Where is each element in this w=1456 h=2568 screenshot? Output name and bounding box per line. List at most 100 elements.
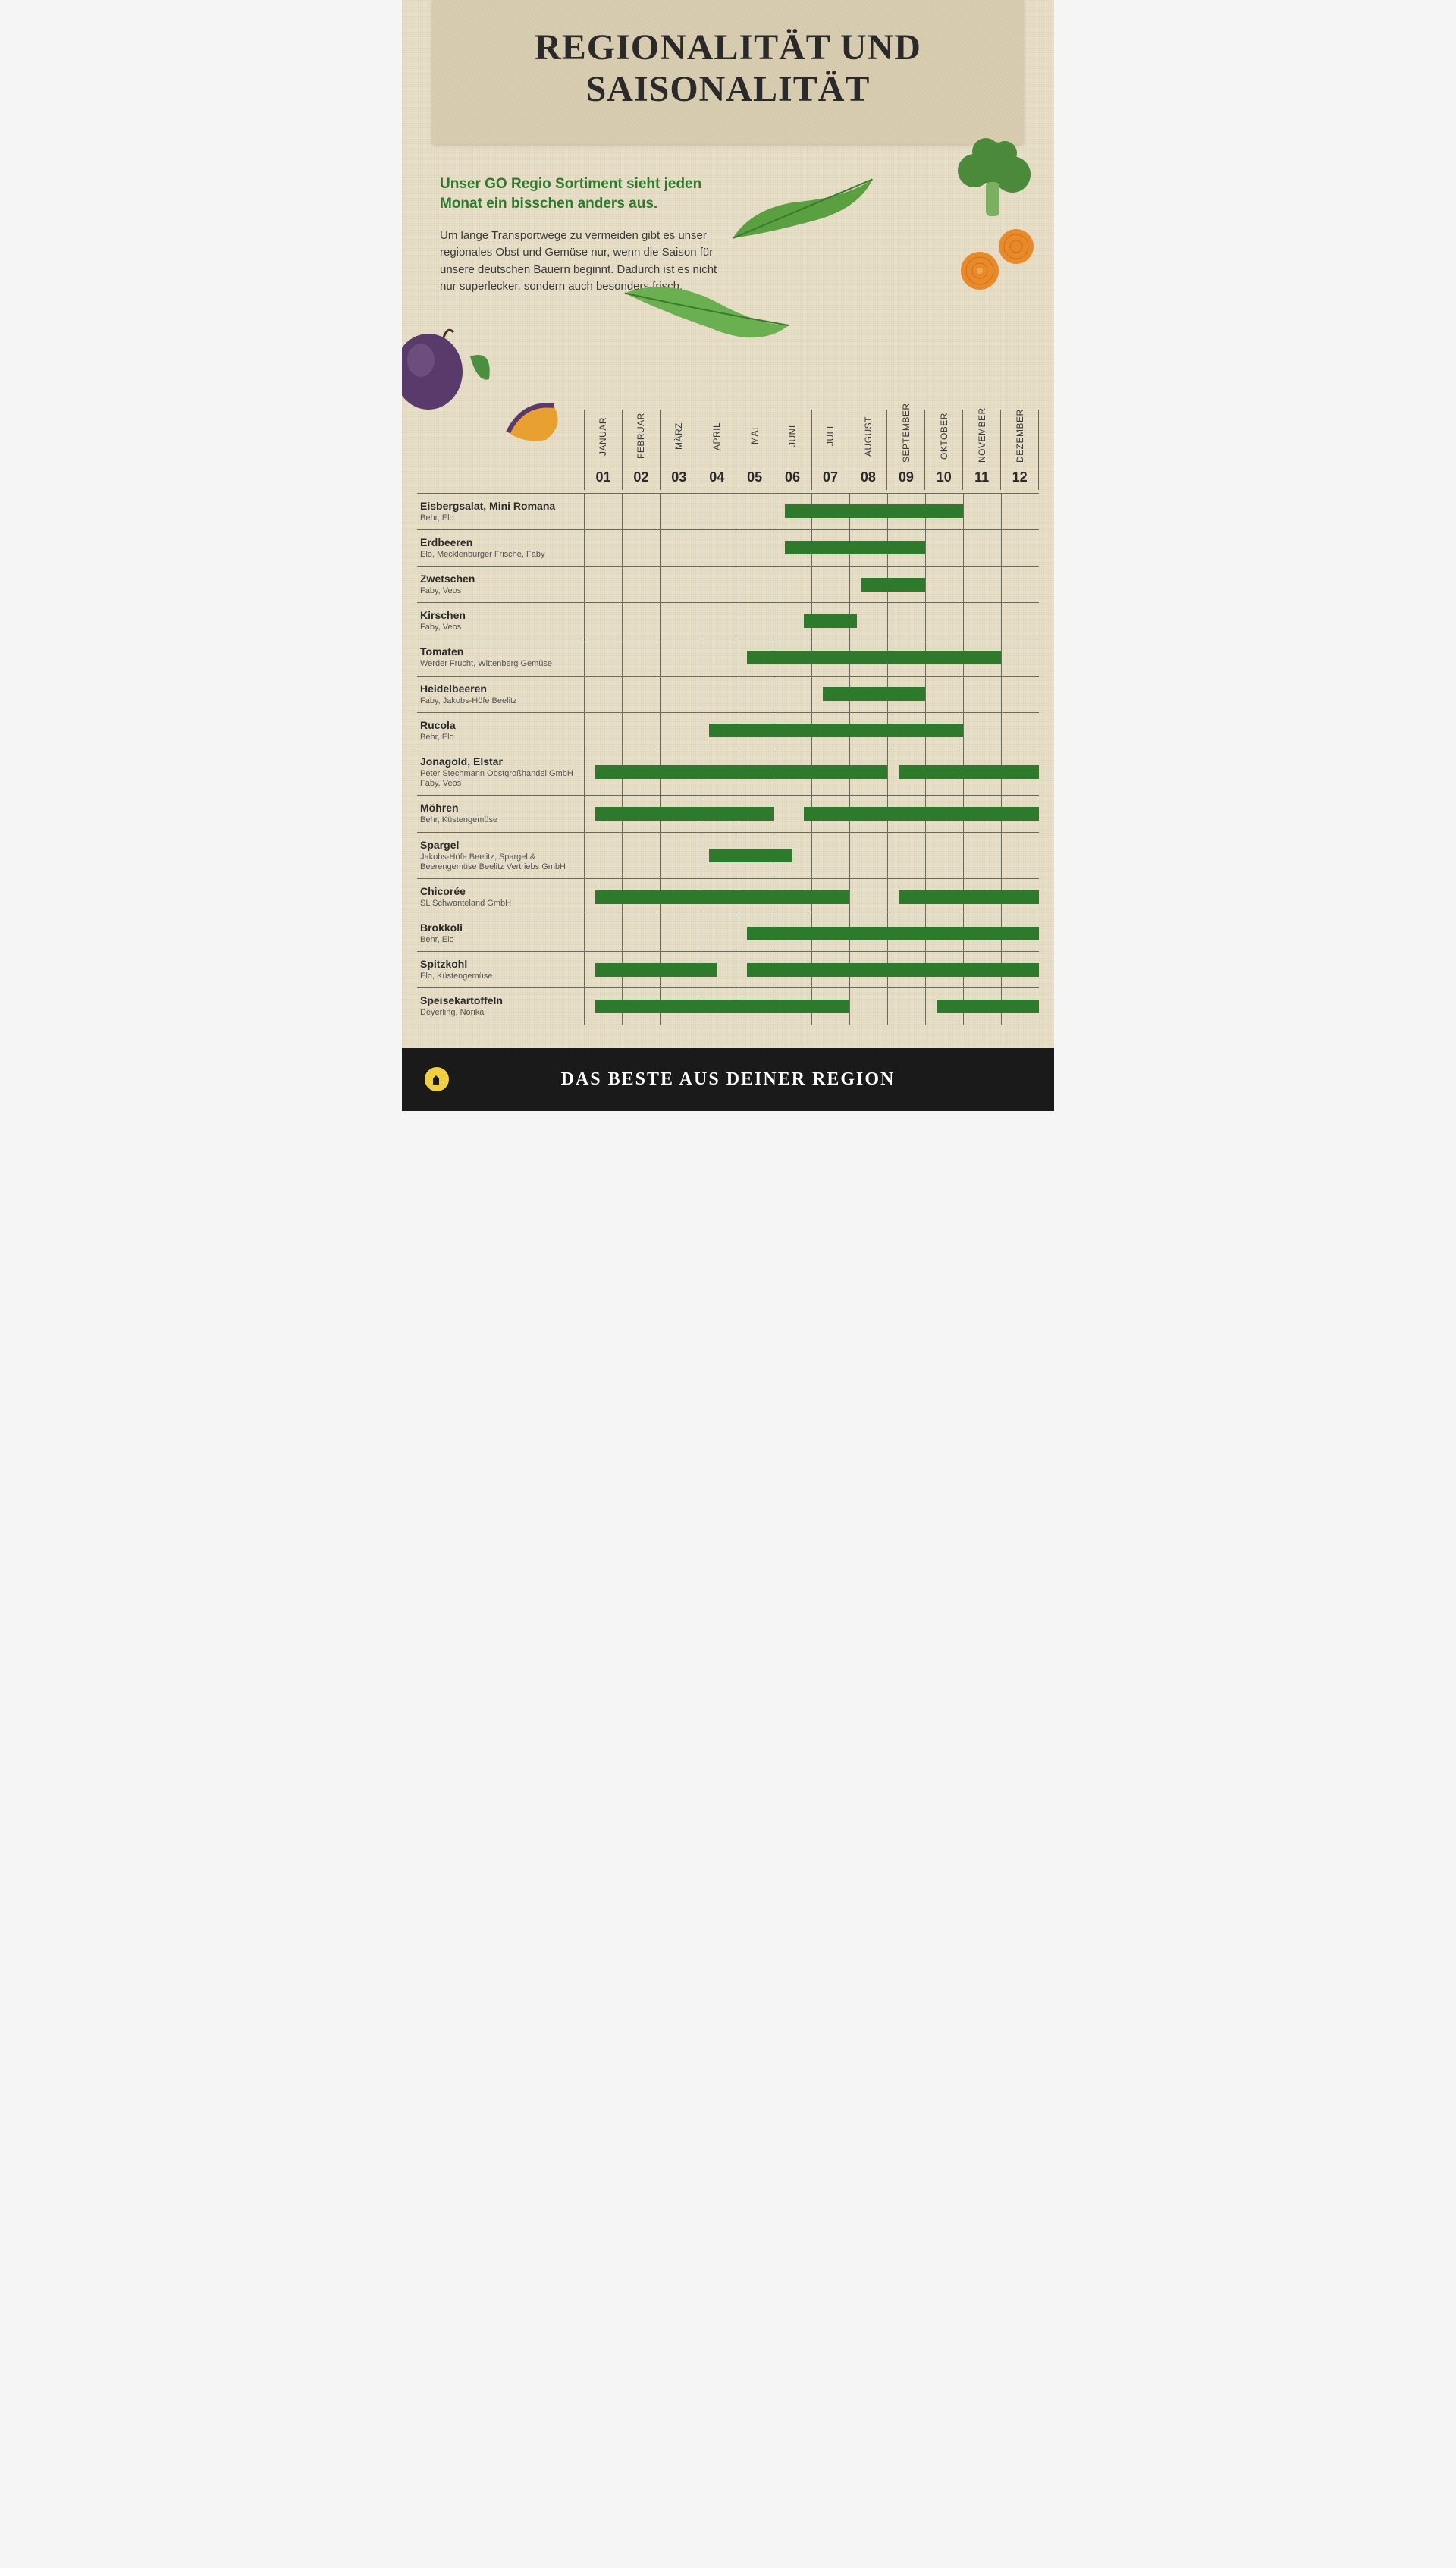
- footer: DAS BESTE AUS DEINER REGION: [402, 1048, 1054, 1111]
- chart-rows: Eisbergsalat, Mini RomanaBehr, EloErdbee…: [417, 493, 1039, 1025]
- chart-row: ZwetschenFaby, Veos: [417, 567, 1039, 603]
- chart-row: SpargelJakobs-Höfe Beelitz, Spargel & Be…: [417, 833, 1039, 879]
- season-bar: [709, 849, 792, 862]
- month-col: AUGUST 08: [849, 410, 886, 490]
- season-bar: [595, 1000, 849, 1013]
- month-number: 11: [963, 469, 1000, 485]
- supplier-name: SL Schwanteland GmbH: [420, 899, 576, 909]
- title-card: REGIONALITÄT UND SAISONALITÄT: [432, 0, 1024, 144]
- row-cells: [584, 713, 1039, 749]
- produce-name: Tomaten: [420, 645, 576, 658]
- month-col: SEPTEMBER09: [886, 410, 924, 490]
- season-bar: [747, 963, 1039, 977]
- row-cells: [584, 879, 1039, 915]
- row-label: ZwetschenFaby, Veos: [417, 567, 584, 602]
- produce-name: Jonagold, Elstar: [420, 755, 576, 768]
- supplier-name: Elo, Mecklenburger Frische, Faby: [420, 550, 576, 560]
- season-bar: [747, 651, 1001, 664]
- season-bar: [595, 807, 774, 821]
- season-bar: [899, 765, 1039, 779]
- month-number: 12: [1001, 469, 1038, 485]
- supplier-name: Elo, Küstengemüse: [420, 972, 576, 981]
- row-cells: [584, 833, 1039, 878]
- row-cells: [584, 530, 1039, 566]
- chart-row: MöhrenBehr, Küstengemüse: [417, 796, 1039, 832]
- supplier-name: Behr, Elo: [420, 935, 576, 945]
- month-name: JANUAR: [598, 410, 608, 463]
- row-cells: [584, 952, 1039, 987]
- month-name: AUGUST: [863, 410, 874, 463]
- row-label: Erdbeeren Elo, Mecklenburger Frische, Fab…: [417, 530, 584, 566]
- chart-row: Erdbeeren Elo, Mecklenburger Frische, Fab…: [417, 530, 1039, 567]
- season-bar: [861, 578, 925, 592]
- season-bar: [747, 927, 1039, 940]
- row-cells: [584, 603, 1039, 639]
- row-label: SpargelJakobs-Höfe Beelitz, Spargel & Be…: [417, 833, 584, 878]
- season-bar: [823, 687, 925, 701]
- month-name: APRIL: [711, 410, 722, 463]
- season-bar: [595, 890, 849, 904]
- month-name: SEPTEMBER: [901, 410, 912, 463]
- month-number: 08: [849, 469, 886, 485]
- supplier-name: Jakobs-Höfe Beelitz, Spargel & Beerengem…: [420, 852, 576, 872]
- row-cells: [584, 796, 1039, 831]
- produce-name: Erdbeeren: [420, 536, 576, 548]
- season-bar: [595, 963, 717, 977]
- supplier-name: Faby, Jakobs-Höfe Beelitz: [420, 696, 576, 706]
- row-label: Kirschen Faby, Veos: [417, 603, 584, 639]
- chart-row: Spitzkohl Elo, Küstengemüse: [417, 952, 1039, 988]
- month-number: 03: [661, 469, 698, 485]
- page: REGIONALITÄT UND SAISONALITÄT Unser GO R…: [402, 0, 1054, 1111]
- broccoli-icon: [940, 137, 1039, 228]
- intro-section: Unser GO Regio Sortiment sieht jeden Mon…: [402, 144, 766, 303]
- month-col: DEZEMBER12: [1000, 410, 1039, 490]
- month-number: 01: [585, 469, 622, 485]
- supplier-name: Behr, Elo: [420, 513, 576, 523]
- month-name: OKTOBER: [939, 410, 949, 463]
- supplier-name: Behr, Elo: [420, 733, 576, 742]
- row-cells: [584, 494, 1039, 529]
- row-label: Spitzkohl Elo, Küstengemüse: [417, 952, 584, 987]
- row-label: Jonagold, ElstarPeter Stechmann Obstgroß…: [417, 749, 584, 795]
- month-number: 04: [698, 469, 736, 485]
- chart-row: Kirschen Faby, Veos: [417, 603, 1039, 639]
- row-label: TomatenWerder Frucht, Wittenberg Gemüse: [417, 639, 584, 675]
- produce-name: Rucola: [420, 719, 576, 731]
- supplier-name: Werder Frucht, Wittenberg Gemüse: [420, 659, 576, 669]
- month-col: APRIL 04: [698, 410, 736, 490]
- row-label: BrokkoliBehr, Elo: [417, 915, 584, 951]
- month-number: 06: [774, 469, 811, 485]
- row-label: Rucola Behr, Elo: [417, 713, 584, 749]
- produce-name: Eisbergsalat, Mini Romana: [420, 500, 576, 512]
- row-cells: [584, 677, 1039, 712]
- season-bar: [804, 614, 857, 628]
- month-col: FEBRUAR02: [622, 410, 660, 490]
- intro-body: Um lange Transportwege zu vermeiden gibt…: [440, 228, 728, 296]
- row-label: Speisekartoffeln Deyerling, Norika: [417, 988, 584, 1024]
- produce-name: Speisekartoffeln: [420, 994, 576, 1006]
- row-cells: [584, 567, 1039, 602]
- chart-row: TomatenWerder Frucht, Wittenberg Gemüse: [417, 639, 1039, 676]
- intro-subtitle: Unser GO Regio Sortiment sieht jeden Mon…: [440, 174, 728, 213]
- season-bar: [785, 541, 925, 554]
- footer-badge-icon: [425, 1067, 449, 1091]
- month-number: 07: [812, 469, 849, 485]
- supplier-name: Faby, Veos: [420, 623, 576, 633]
- chart-row: Rucola Behr, Elo: [417, 713, 1039, 749]
- month-name: JULI: [825, 410, 836, 463]
- months-header: JANUAR01FEBRUAR02MÄRZ03APRIL04MAI05JUNI0…: [417, 410, 1039, 490]
- chart-row: HeidelbeerenFaby, Jakobs-Höfe Beelitz: [417, 677, 1039, 713]
- season-bar: [709, 724, 963, 737]
- supplier-name: Deyerling, Norika: [420, 1008, 576, 1018]
- carrot-slice-icon: [997, 228, 1035, 265]
- produce-name: Spitzkohl: [420, 958, 576, 970]
- row-cells: [584, 749, 1039, 795]
- row-cells: [584, 988, 1039, 1024]
- month-number: 05: [736, 469, 774, 485]
- produce-name: Spargel: [420, 839, 576, 851]
- month-col: OKTOBER10: [924, 410, 962, 490]
- row-label: ChicoréeSL Schwanteland GmbH: [417, 879, 584, 915]
- row-label: Eisbergsalat, Mini RomanaBehr, Elo: [417, 494, 584, 529]
- chart-row: BrokkoliBehr, Elo: [417, 915, 1039, 952]
- produce-name: Kirschen: [420, 609, 576, 621]
